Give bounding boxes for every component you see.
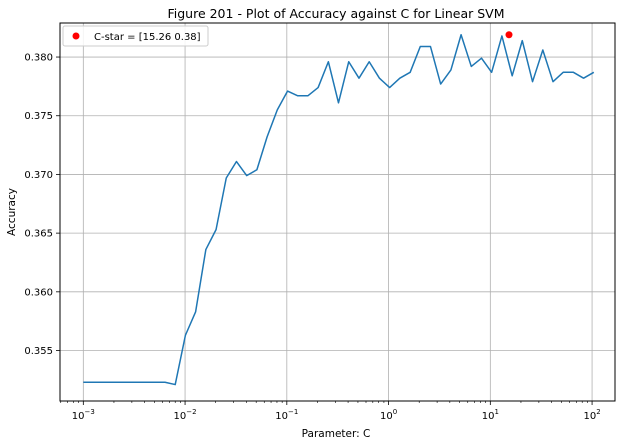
- x-axis-label: Parameter: C: [302, 428, 371, 440]
- axes-frame: [59, 22, 616, 402]
- grid: [60, 23, 615, 401]
- x-tick-label: 100: [380, 408, 397, 422]
- x-tick-label: 102: [583, 408, 600, 422]
- legend-box: [62, 25, 209, 47]
- y-axis-ticks: 0.355 0.360 0.365 0.370 0.375 0.380: [24, 53, 60, 357]
- y-tick-label: 0.370: [24, 170, 53, 181]
- y-tick-label: 0.365: [24, 229, 53, 240]
- legend-marker: [72, 32, 80, 40]
- chart-title: Figure 201 - Plot of Accuracy against C …: [167, 6, 504, 21]
- x-axis-ticks: 10−3 10−2 10−1 100 101 102: [60, 401, 601, 422]
- c-star-marker: [505, 31, 513, 39]
- y-axis-label: Accuracy: [6, 188, 18, 236]
- x-tick-label: 10−3: [72, 408, 95, 422]
- y-tick-label: 0.355: [24, 346, 53, 357]
- plot-area: [83, 31, 595, 386]
- series-line: [83, 33, 595, 386]
- y-tick-label: 0.360: [24, 287, 53, 298]
- x-tick-label: 10−1: [275, 408, 298, 422]
- x-tick-label: 10−2: [174, 408, 197, 422]
- y-tick-label: 0.380: [24, 53, 53, 64]
- x-tick-label: 101: [482, 408, 499, 422]
- y-tick-label: 0.375: [24, 111, 53, 122]
- legend: C-star = [15.26 0.38]: [62, 25, 209, 47]
- legend-label: C-star = [15.26 0.38]: [94, 32, 201, 43]
